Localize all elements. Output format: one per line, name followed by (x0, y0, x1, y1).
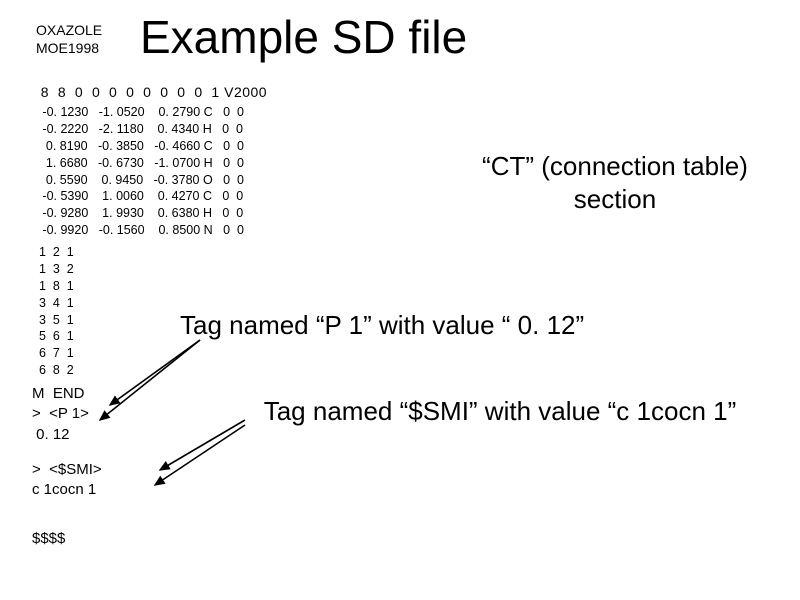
sd-header: OXAZOLE MOE1998 (36, 22, 102, 57)
annotation-p1: Tag named “P 1” with value “ 0. 12” (180, 310, 584, 341)
counts-line: 8 8 0 0 0 0 0 0 0 0 1 V2000 (32, 84, 267, 100)
tag2-block: > <$SMI> c 1cocn 1 (32, 460, 102, 501)
annotation-ct: “CT” (connection table) section (460, 150, 770, 215)
page-title: Example SD file (140, 10, 467, 64)
source-line: MOE1998 (36, 40, 99, 56)
atom-block: -0. 1230 -1. 0520 0. 2790 C 0 0 -0. 2220… (32, 104, 244, 239)
bond-block: 1 2 1 1 3 2 1 8 1 3 4 1 3 5 1 5 6 1 6 7 … (32, 244, 74, 379)
annotation-smi: Tag named “$SMI” with value “c 1cocn 1” (240, 395, 760, 429)
mol-name: OXAZOLE (36, 22, 102, 38)
record-terminator: $$$$ (32, 530, 65, 547)
m-end-and-tag1: M END > <P 1> 0. 12 (32, 384, 89, 445)
